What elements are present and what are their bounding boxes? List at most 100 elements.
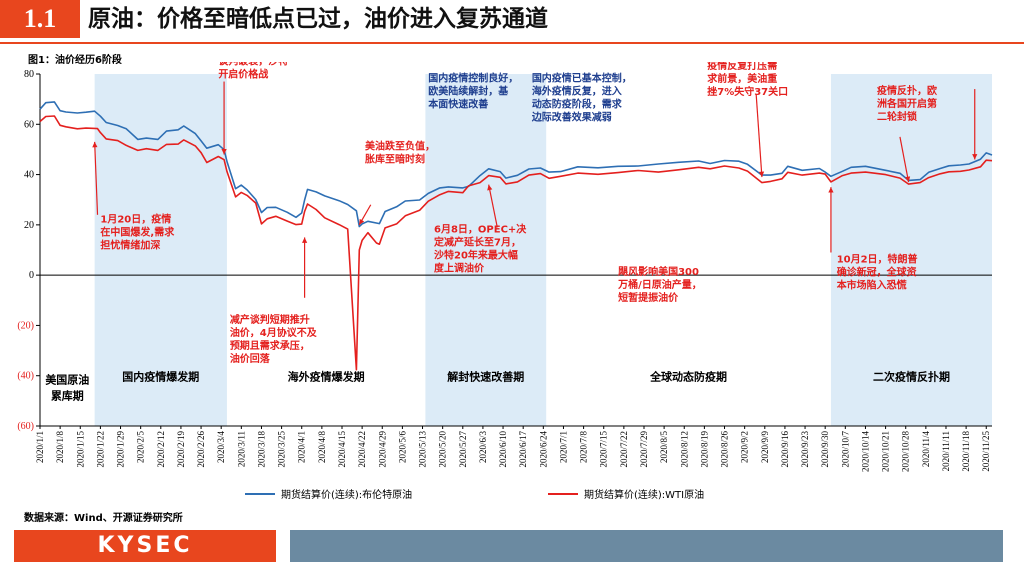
annotation-5-line-1: 定减产延长至7月， [434, 235, 521, 248]
annotation-6-line-3: 边际改善效果减弱 [531, 111, 612, 124]
x-tick-label-31: 2020/8/5 [659, 431, 669, 464]
y-tick-label-0: 80 [24, 69, 34, 80]
x-tick-label-30: 2020/7/29 [639, 431, 649, 468]
annotation-4-line-1: 欧美陆续解封，基 [428, 85, 509, 98]
x-tick-label-32: 2020/8/12 [679, 431, 689, 468]
phase-label-0-0: 美国原油 [45, 372, 89, 386]
phase-label-5: 二次疫情反扑期 [873, 370, 950, 384]
x-tick-label-2: 2020/1/15 [75, 431, 85, 468]
annotation-4-line-2: 本面快速改善 [428, 98, 488, 111]
x-tick-label-16: 2020/4/22 [357, 431, 367, 468]
series-line-0 [39, 101, 993, 228]
x-tick-label-4: 2020/1/29 [116, 431, 126, 468]
annotation-arrowhead-8 [972, 154, 978, 160]
x-tick-label-13: 2020/4/1 [297, 431, 307, 463]
x-tick-label-11: 2020/3/18 [256, 431, 266, 468]
annotation-arrow-5 [755, 94, 763, 178]
x-tick-label-24: 2020/6/17 [518, 431, 528, 468]
annotation-5-line-2: 沙特20年来最大幅 [434, 248, 518, 261]
annotation-5-line-0: 6月8日，OPEC+决 [434, 222, 527, 235]
x-tick-label-19: 2020/5/13 [418, 431, 428, 468]
y-tick-label-3: 20 [24, 220, 34, 231]
x-tick-label-42: 2020/10/21 [881, 431, 891, 472]
kysec-logo: KYSEC [14, 530, 276, 562]
x-tick-label-5: 2020/2/5 [136, 431, 146, 464]
x-tick-label-46: 2020/11/18 [961, 431, 971, 472]
annotation-8-line-0: 飓风影响美国300 [618, 265, 699, 278]
x-tick-label-29: 2020/7/22 [619, 431, 629, 468]
figure-label: 图1：油价经历6阶段 [28, 55, 122, 66]
annotation-arrow-6 [899, 136, 910, 183]
annotation-10-line-0: 10月2日，特朗普 [837, 253, 918, 266]
x-tick-label-34: 2020/8/26 [720, 431, 730, 468]
legend-label-1: 期货结算价(连续):WTI原油 [584, 488, 704, 501]
x-tick-label-26: 2020/7/1 [558, 431, 568, 463]
annotation-2-line-1: 胀库至暗时刻 [365, 152, 425, 165]
oil-price-chart: 80 60 40 20 0 (20) (40) (60)2020/1/1 2020/1/8 202… [17, 62, 993, 501]
annotation-10-line-2: 本市场陷入恐慌 [837, 279, 907, 292]
x-tick-label-14: 2020/4/8 [317, 431, 327, 464]
annotation-0-line-1: 谈判破裂，沙特 [218, 62, 288, 67]
annotation-arrowhead-2 [359, 218, 365, 225]
y-tick-label-4: 0 [29, 270, 34, 281]
x-tick-label-22: 2020/6/3 [478, 431, 488, 464]
annotation-arrowhead-6 [905, 176, 911, 183]
annotation-9-line-0: 疫情反扑，欧 [877, 84, 937, 97]
x-tick-label-21: 2020/5/27 [458, 431, 468, 468]
legend-label-0: 期货结算价(连续):布伦特原油 [281, 488, 412, 501]
annotation-8-line-2: 短暂提振油价 [618, 291, 679, 304]
y-tick-label-5: (20) [17, 320, 34, 331]
phase-label-3: 解封快速改善期 [447, 370, 524, 384]
annotation-7-line-2: 挫7%失守37关口 [707, 85, 788, 98]
annotation-2-line-0: 美油跌至负值， [365, 139, 435, 152]
annotation-3-line-2: 预期且需求承压， [230, 339, 310, 352]
annotation-arrowhead-4 [487, 184, 493, 191]
annotation-3-line-3: 油价回落 [230, 352, 271, 365]
annotation-arrowhead-1 [92, 141, 98, 148]
x-tick-label-3: 2020/1/22 [95, 431, 105, 468]
x-tick-label-7: 2020/2/19 [176, 431, 186, 468]
source-note: 数据来源：Wind、开源证券研究所 [24, 513, 183, 524]
x-tick-label-18: 2020/5/6 [397, 431, 407, 464]
x-tick-label-17: 2020/4/29 [377, 431, 387, 468]
x-tick-label-9: 2020/3/4 [216, 431, 226, 464]
annotation-arrowhead-3 [301, 237, 308, 243]
x-tick-label-10: 2020/3/11 [236, 431, 246, 467]
y-tick-label-1: 60 [24, 119, 34, 130]
annotation-3-line-1: 油价，4月协议不及 [230, 326, 318, 339]
title-divider [0, 42, 1024, 44]
annotation-7-line-0: 疫情反复打压需 [707, 62, 777, 72]
section-number: 1.1 [0, 0, 80, 38]
annotation-arrow-1 [94, 141, 99, 215]
phase-label-1: 国内疫情爆发期 [122, 370, 199, 384]
annotation-4-line-0: 国内疫情控制良好， [428, 72, 518, 85]
annotation-arrow-4 [488, 184, 498, 228]
x-tick-label-27: 2020/7/8 [579, 431, 589, 464]
x-tick-label-15: 2020/4/15 [337, 431, 347, 468]
y-tick-label-6: (40) [17, 371, 34, 382]
y-tick-label-7: (60) [17, 421, 34, 432]
x-tick-label-20: 2020/5/20 [438, 431, 448, 468]
series-line-1 [39, 115, 993, 371]
x-tick-label-44: 2020/11/4 [921, 431, 931, 468]
x-tick-label-23: 2020/6/10 [498, 431, 508, 468]
slide-title: 原油：价格至暗低点已过，油价进入复苏通道 [88, 6, 548, 32]
annotation-arrowhead-7 [828, 187, 834, 193]
annotation-8-line-1: 万桶/日原油产量， [617, 278, 702, 291]
x-tick-label-39: 2020/9/30 [820, 431, 830, 468]
annotation-9-line-2: 二轮封锁 [877, 110, 917, 123]
phase-label-0-1: 累库期 [51, 388, 84, 402]
x-tick-label-47: 2020/11/25 [981, 431, 991, 472]
x-tick-label-40: 2020/10/7 [840, 431, 850, 468]
annotation-6-line-0: 国内疫情已基本控制， [532, 72, 632, 85]
annotation-9-line-1: 洲各国开启第 [877, 97, 937, 110]
phase-label-2: 海外疫情爆发期 [288, 370, 365, 384]
annotation-10-line-1: 确诊新冠，全球资 [837, 266, 917, 279]
annotation-7-line-1: 求前景，美油重 [707, 72, 777, 85]
phase-band-1 [94, 74, 227, 426]
y-tick-label-2: 40 [24, 170, 34, 181]
x-tick-label-12: 2020/3/25 [277, 431, 287, 468]
phase-label-4: 全球动态防疫期 [649, 370, 727, 384]
x-tick-label-28: 2020/7/15 [599, 431, 609, 468]
